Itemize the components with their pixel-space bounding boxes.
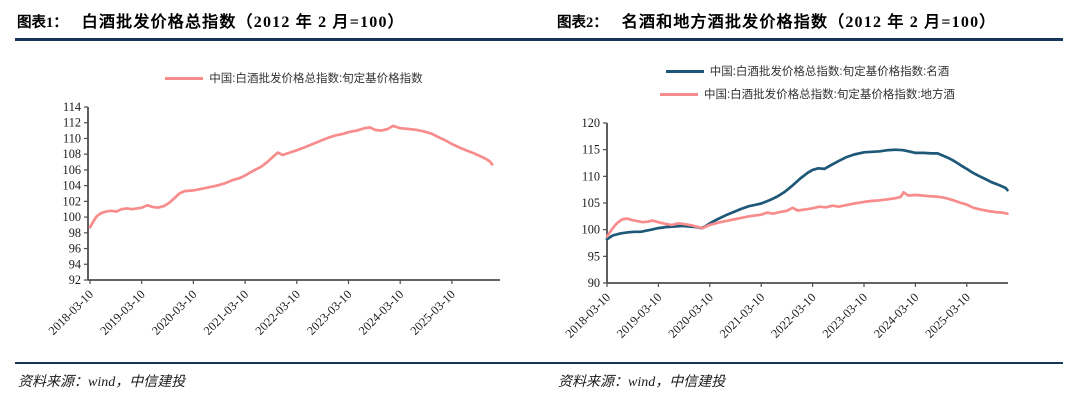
y-tick-label: 95 — [588, 249, 600, 263]
figure2-legend: 中国:白酒批发价格总指数:旬定基价格指数:名酒 中国:白酒批发价格总指数:旬定基价… — [607, 63, 1008, 102]
x-tick-label: 2024-03-10 — [871, 290, 921, 340]
x-tick-label: 2025-03-10 — [408, 287, 458, 337]
y-tick-label: 114 — [63, 100, 81, 114]
y-tick-label: 110 — [582, 169, 600, 183]
y-tick-label: 90 — [588, 276, 600, 290]
legend-label: 中国:白酒批发价格总指数:旬定基价格指数:名酒 — [709, 66, 950, 78]
y-tick-label: 98 — [69, 226, 81, 240]
legend-label: 中国:白酒批发价格总指数:旬定基价格指数 — [209, 73, 423, 85]
x-tick-label: 2018-03-10 — [46, 287, 96, 337]
legend-line-swatch — [165, 76, 204, 80]
x-tick-label: 2022-03-10 — [252, 287, 302, 337]
figure1-header: 图表1： 白酒批发价格总指数（2012 年 2 月=100） — [17, 8, 405, 34]
y-tick-label: 96 — [69, 242, 81, 256]
legend-item: 中国:白酒批发价格总指数:旬定基价格指数:名酒 — [665, 63, 950, 79]
x-tick-label: 2018-03-10 — [563, 290, 613, 340]
x-tick-label: 2020-03-10 — [665, 290, 715, 340]
figure1-title: 白酒批发价格总指数（2012 年 2 月=100） — [81, 14, 405, 31]
y-tick-label: 108 — [63, 147, 81, 161]
figure1-source: 资料来源：wind，中信建投 — [18, 375, 186, 390]
figure2-title: 名酒和地方酒批发价格指数（2012 年 2 月=100） — [621, 14, 997, 31]
y-tick-label: 92 — [69, 273, 81, 287]
figure2-header: 图表2： 名酒和地方酒批发价格指数（2012 年 2 月=100） — [557, 8, 996, 34]
x-tick-label: 2021-03-10 — [201, 287, 251, 337]
y-tick-label: 102 — [63, 194, 81, 208]
y-tick-label: 115 — [582, 143, 600, 157]
y-tick-label: 110 — [63, 131, 81, 145]
x-tick-label: 2025-03-10 — [922, 290, 972, 340]
figure1-label: 图表1： — [17, 15, 68, 31]
x-tick-label: 2021-03-10 — [717, 290, 767, 340]
legend-line-swatch — [659, 92, 698, 96]
series-line — [88, 124, 494, 229]
y-tick-label: 100 — [582, 223, 600, 237]
footer-divider-rule — [15, 362, 1063, 364]
x-tick-label: 2019-03-10 — [97, 287, 147, 337]
x-tick-label: 2023-03-10 — [304, 287, 354, 337]
y-tick-label: 94 — [69, 257, 81, 271]
figure2-label: 图表2： — [557, 15, 608, 31]
x-tick-label: 2020-03-10 — [149, 287, 199, 337]
legend-item: 中国:白酒批发价格总指数:旬定基价格指数 — [165, 70, 423, 86]
y-tick-label: 106 — [63, 163, 81, 177]
x-tick-label: 2019-03-10 — [614, 290, 664, 340]
y-tick-label: 100 — [63, 210, 81, 224]
x-tick-label: 2022-03-10 — [768, 290, 818, 340]
x-tick-label: 2024-03-10 — [356, 287, 406, 337]
legend-item: 中国:白酒批发价格总指数:旬定基价格指数:地方酒 — [659, 86, 956, 102]
series-line — [605, 148, 1009, 241]
figure2-source: 资料来源：wind，中信建投 — [558, 375, 726, 390]
x-tick-label: 2023-03-10 — [820, 290, 870, 340]
series-line — [605, 190, 1009, 238]
header-divider-rule — [15, 38, 1063, 41]
figure1-chart: 929496981001021041061081101121142018-03-… — [46, 100, 500, 338]
y-tick-label: 120 — [582, 116, 600, 130]
y-tick-label: 105 — [582, 196, 600, 210]
figure1-legend: 中国:白酒批发价格总指数:旬定基价格指数 — [88, 70, 500, 86]
y-tick-label: 104 — [63, 179, 81, 193]
legend-label: 中国:白酒批发价格总指数:旬定基价格指数:地方酒 — [703, 89, 956, 101]
legend-line-swatch — [665, 69, 704, 73]
y-tick-label: 112 — [63, 116, 81, 130]
